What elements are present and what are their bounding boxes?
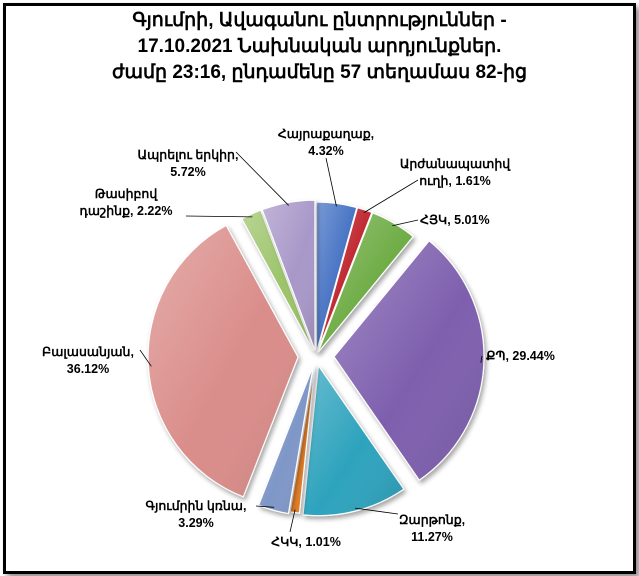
slice-label-1-line-1: Հայրաքաղաք,	[278, 127, 374, 141]
slice-label-5: Զարթոնք, 11.27%	[399, 513, 465, 544]
pie-slice-9-sheen	[241, 210, 314, 351]
slice-label-9-line-1: Թասիբով	[95, 187, 159, 201]
slice-label-2-line-2: ուղի, 1.61%	[419, 174, 491, 188]
slice-label-8-line-1: Բալասանյան,	[42, 345, 134, 359]
leader-line-9	[185, 215, 253, 218]
leader-line-10	[235, 151, 289, 206]
slice-label-5-line-2: 11.27%	[411, 530, 453, 544]
pie-slice-7-sheen	[258, 365, 314, 514]
slice-label-3: ՀՅԿ, 5.01%	[420, 213, 490, 227]
slice-label-6-line-1: ՀԿԿ, 1.01%	[271, 535, 341, 549]
leader-line-3	[392, 219, 419, 227]
slice-label-5-line-1: Զարթոնք,	[399, 513, 465, 527]
slice-label-10-line-2: 5.72%	[170, 165, 205, 179]
pie-slice-2-sheen	[317, 207, 372, 353]
leader-line-1	[325, 157, 337, 207]
slice-label-3-line-1: ՀՅԿ, 5.01%	[420, 213, 490, 227]
pie-slice-6-sheen	[290, 363, 315, 514]
pie-slice-1-sheen	[316, 202, 357, 353]
chart-title-line-2: 17.10.2021 Նախնական արդյունքներ.	[137, 36, 502, 57]
slice-label-2: Արժանապատիվ ուղի, 1.61%	[400, 157, 511, 188]
slice-label-9: Թասիբով դաշինք, 2.22%	[80, 187, 173, 218]
chart-title-line-1: Գյումրի, Ավագանու ընտրություններ -	[132, 10, 507, 31]
slice-label-2-line-1: Արժանապատիվ	[400, 157, 511, 171]
pie-slice-5-sheen	[303, 365, 404, 516]
slice-label-7-line-2: 3.29%	[178, 516, 213, 530]
slice-label-1-line-2: 4.32%	[308, 144, 343, 158]
slice-label-7: Գյումրին կռնա, 3.29%	[146, 499, 247, 530]
slice-label-6: ՀԿԿ, 1.01%	[271, 535, 341, 549]
pie-slice-3-sheen	[318, 212, 414, 353]
slice-label-8: Բալասանյան, 36.12%	[42, 345, 134, 376]
slice-label-1: Հայրաքաղաք, 4.32%	[278, 127, 374, 158]
slice-label-10: Ապրելու երկիր, 5.72%	[138, 148, 239, 179]
pie-slice-8-sheen	[148, 225, 299, 497]
leader-line-2	[363, 179, 419, 214]
leader-line-8	[139, 349, 152, 367]
slice-label-7-line-1: Գյումրին կռնա,	[146, 499, 247, 513]
slice-label-8-line-2: 36.12%	[67, 362, 109, 376]
leader-line-6	[289, 509, 296, 533]
leader-line-5	[354, 507, 399, 515]
chart-title: Գյումրի, Ավագանու ընտրություններ - 17.10…	[0, 8, 639, 86]
leader-line-4	[480, 355, 483, 363]
slice-label-4-line-1: ՔՊ, 29.44%	[486, 349, 555, 363]
pie-slice-10-sheen	[262, 200, 315, 351]
slice-label-4: ՔՊ, 29.44%	[486, 349, 555, 363]
pie-slice-4-sheen	[333, 240, 484, 481]
slice-label-9-line-2: դաշինք, 2.22%	[80, 204, 173, 218]
slice-label-10-line-1: Ապրելու երկիր,	[138, 148, 239, 162]
chart-title-line-3: ժամը 23:16, ընդամենը 57 տեղամաս 82-ից	[111, 62, 528, 83]
leader-line-7	[255, 505, 275, 508]
